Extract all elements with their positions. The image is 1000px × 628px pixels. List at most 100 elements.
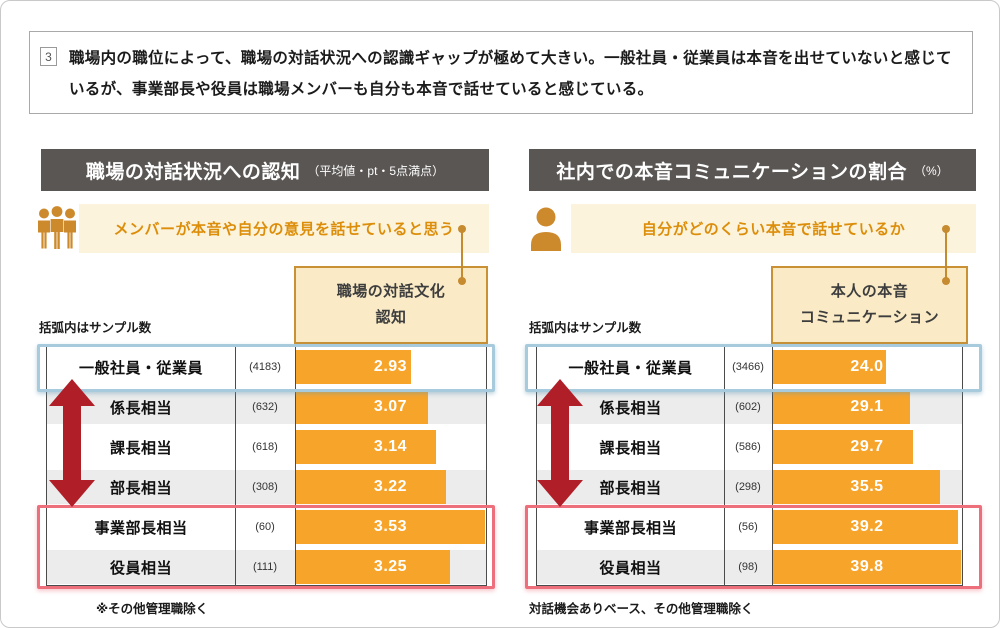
table-row: 一般社員・従業員 (4183) 2.93 (47, 347, 486, 387)
row-label: 一般社員・従業員 (568, 359, 693, 377)
value-bar (296, 470, 447, 504)
summary-text: 職場内の職位によって、職場の対話状況への認識ギャップが極めて大きい。一般社員・従… (69, 50, 952, 98)
row-bar-cell: 24.0 (772, 347, 962, 387)
row-bar-cell: 35.5 (772, 467, 962, 507)
bar-value-label: 3.53 (373, 518, 408, 535)
panel-title-note: （%） (913, 163, 949, 178)
column-header-line2: 認知 (375, 309, 407, 326)
connector-dot-bottom (942, 277, 950, 285)
table-row: 事業部長相当 (60) 3.53 (47, 507, 486, 547)
value-bar (296, 350, 411, 384)
bar-value-label: 2.93 (373, 358, 408, 375)
connector-dot-top (458, 225, 466, 233)
value-bar (296, 510, 485, 544)
row-label: 課長相当 (109, 439, 172, 457)
summary-box: 3 職場内の職位によって、職場の対話状況への認識ギャップが極めて大きい。一般社員… (29, 31, 973, 114)
connector-dot-top (942, 225, 950, 233)
table-rows: 一般社員・従業員 (4183) 2.93 係長相当 (632) 3.07 (47, 347, 486, 587)
value-bar (773, 510, 958, 544)
value-bar (773, 470, 941, 504)
row-sample-count: (298) (735, 481, 761, 493)
connector-stem (461, 229, 463, 281)
bar-value-label: 39.8 (850, 558, 884, 575)
row-sample-count: (618) (252, 441, 278, 453)
bar-value-label: 3.07 (373, 398, 408, 415)
row-sample-count: (586) (735, 441, 761, 453)
value-bar (773, 350, 887, 384)
table-row: 部長相当 (308) 3.22 (47, 467, 486, 507)
row-bar-cell: 29.7 (772, 427, 962, 467)
table-row: 事業部長相当 (56) 39.2 (537, 507, 962, 547)
panel-honne-ratio: 社内での本音コミュニケーションの割合 （%） 自分がどのくらい本音で話せているか… (525, 149, 982, 619)
row-label: 係長相当 (599, 399, 662, 417)
row-bar-cell: 3.25 (295, 547, 486, 587)
bar-value-label: 35.5 (850, 478, 884, 495)
sample-size-note: 括弧内はサンプル数 (39, 321, 152, 335)
row-label: 部長相当 (109, 479, 172, 497)
panel-title-bar: 社内での本音コミュニケーションの割合 （%） (529, 149, 976, 191)
bar-value-label: 29.1 (850, 398, 884, 415)
value-bar (296, 430, 437, 464)
bar-value-label: 3.25 (373, 558, 408, 575)
table-row: 一般社員・従業員 (3466) 24.0 (537, 347, 962, 387)
highlight-box-red (525, 505, 982, 589)
row-sample-count: (632) (252, 401, 278, 413)
row-sample-count: (60) (255, 521, 275, 533)
summary-number-badge: 3 (40, 47, 57, 66)
column-header-line1: 本人の本音 (830, 283, 909, 300)
column-divider (295, 347, 296, 585)
column-header-line1: 職場の対話文化 (336, 283, 446, 300)
column-header-box: 本人の本音 コミュニケーション (771, 266, 968, 344)
connector-line (458, 225, 466, 285)
row-bar-cell: 3.07 (295, 387, 486, 427)
row-sample-count: (308) (252, 481, 278, 493)
table-row: 係長相当 (632) 3.07 (47, 387, 486, 427)
table-row: 課長相当 (618) 3.14 (47, 427, 486, 467)
up-down-arrow-icon (49, 379, 95, 507)
row-sample-count: (602) (735, 401, 761, 413)
annotation-banner: メンバーが本音や自分の意見を話せていると思う (79, 204, 489, 253)
panel-title-note: （平均値・pt・5点満点） (307, 163, 445, 178)
row-background (537, 350, 962, 384)
row-background (47, 350, 486, 384)
value-bar (773, 390, 911, 424)
row-label: 事業部長相当 (583, 519, 677, 537)
table-row: 部長相当 (298) 35.5 (537, 467, 962, 507)
table-rows: 一般社員・従業員 (3466) 24.0 係長相当 (602) 29.1 (537, 347, 962, 587)
column-header-box: 職場の対話文化 認知 (294, 266, 488, 344)
row-label: 係長相当 (109, 399, 172, 417)
panel-title: 社内での本音コミュニケーションの割合 (556, 161, 907, 183)
bar-value-label: 39.2 (850, 518, 884, 535)
bar-value-label: 3.22 (373, 478, 408, 495)
row-bar-cell: 2.93 (295, 347, 486, 387)
table-row: 係長相当 (602) 29.1 (537, 387, 962, 427)
value-bar (296, 550, 451, 584)
annotation-text: メンバーが本音や自分の意見を話せていると思う (113, 221, 455, 238)
value-bar (296, 390, 428, 424)
column-header-line2: コミュニケーション (799, 309, 940, 326)
bar-value-label: 3.14 (373, 438, 408, 455)
table-row: 課長相当 (586) 29.7 (537, 427, 962, 467)
row-sample-count: (98) (738, 561, 758, 573)
highlight-box-blue (37, 344, 495, 392)
row-sample-count: (111) (252, 561, 278, 573)
footnote: 対話機会ありベース、その他管理職除く (529, 602, 754, 616)
row-bar-cell: 3.22 (295, 467, 486, 507)
highlight-box-red (37, 505, 495, 589)
column-divider (724, 347, 725, 585)
panel-title: 職場の対話状況への認知 (85, 161, 301, 183)
annotation-banner: 自分がどのくらい本音で話せているか (571, 204, 976, 253)
row-label: 役員相当 (109, 559, 172, 577)
row-bar-cell: 3.14 (295, 427, 486, 467)
connector-dot-bottom (458, 277, 466, 285)
up-down-arrow-icon (537, 379, 583, 507)
row-bar-cell: 29.1 (772, 387, 962, 427)
annotation-text: 自分がどのくらい本音で話せているか (641, 221, 906, 238)
table-row: 役員相当 (111) 3.25 (47, 547, 486, 587)
column-divider (772, 347, 773, 585)
row-label: 一般社員・従業員 (78, 359, 203, 377)
row-label: 課長相当 (599, 439, 662, 457)
row-sample-count: (56) (738, 521, 758, 533)
row-sample-count: (4183) (249, 361, 281, 373)
